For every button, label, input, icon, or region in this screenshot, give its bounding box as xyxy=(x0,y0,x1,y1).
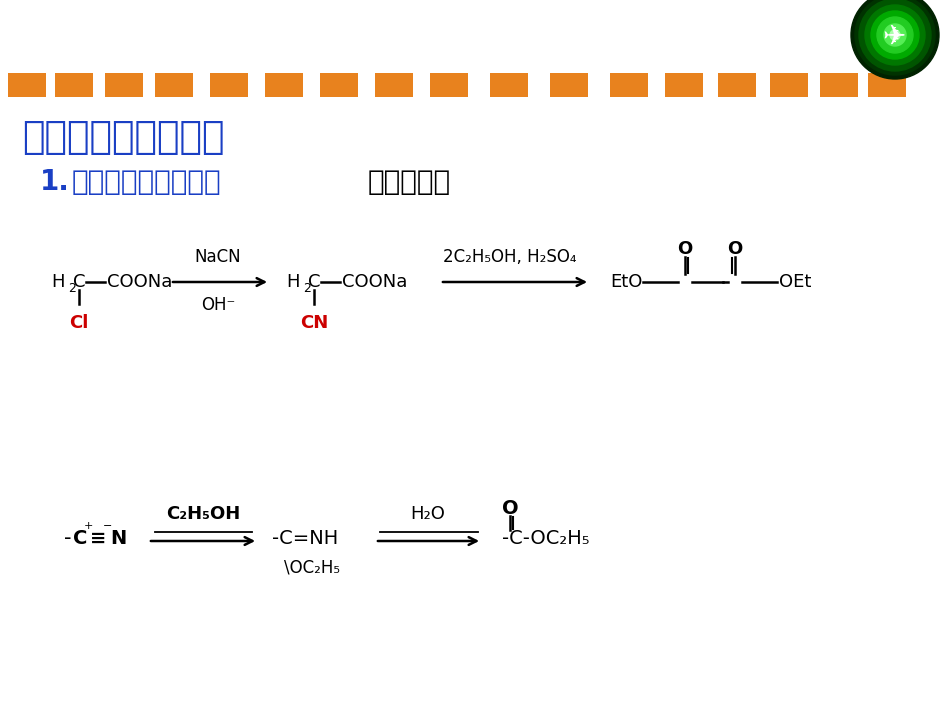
Text: 2: 2 xyxy=(303,282,311,294)
Text: COONa: COONa xyxy=(107,273,172,291)
Circle shape xyxy=(865,5,925,65)
Bar xyxy=(820,73,858,97)
Text: H₂O: H₂O xyxy=(410,505,446,523)
Text: +: + xyxy=(84,521,93,531)
Bar xyxy=(610,73,648,97)
Bar xyxy=(375,73,413,97)
Text: C: C xyxy=(308,273,320,291)
Text: C₂H₅OH: C₂H₅OH xyxy=(166,505,240,523)
Text: \OC₂H₅: \OC₂H₅ xyxy=(284,558,340,576)
Bar xyxy=(868,73,906,97)
Bar xyxy=(430,73,468,97)
Text: H: H xyxy=(51,273,65,291)
Text: 制备丙二酸二乙酯：: 制备丙二酸二乙酯： xyxy=(72,168,221,196)
Bar xyxy=(490,73,528,97)
Text: CN: CN xyxy=(300,314,328,332)
Text: -C-OC₂H₅: -C-OC₂H₅ xyxy=(502,528,590,548)
Bar xyxy=(550,73,588,97)
Text: 2C₂H₅OH, H₂SO₄: 2C₂H₅OH, H₂SO₄ xyxy=(444,248,577,266)
Bar xyxy=(718,73,756,97)
Text: O: O xyxy=(728,240,743,258)
Circle shape xyxy=(871,11,919,59)
Text: 三、丙二酸二乙酯法: 三、丙二酸二乙酯法 xyxy=(22,120,224,156)
Text: EtO: EtO xyxy=(611,273,643,291)
Bar xyxy=(210,73,248,97)
Text: OEt: OEt xyxy=(779,273,811,291)
Bar xyxy=(155,73,193,97)
Text: -: - xyxy=(65,528,72,548)
Text: C: C xyxy=(73,528,87,548)
Text: 氯乙酸合成: 氯乙酸合成 xyxy=(368,168,451,196)
Bar xyxy=(665,73,703,97)
Text: H: H xyxy=(287,273,300,291)
Text: OH⁻: OH⁻ xyxy=(200,296,236,314)
Bar xyxy=(265,73,303,97)
Text: −: − xyxy=(104,521,113,531)
Circle shape xyxy=(890,30,900,40)
Circle shape xyxy=(859,0,931,71)
Bar xyxy=(770,73,808,97)
Text: 1.: 1. xyxy=(40,168,70,196)
Text: O: O xyxy=(502,498,519,518)
Bar xyxy=(320,73,358,97)
Text: -C=NH: -C=NH xyxy=(272,528,338,548)
Text: 2: 2 xyxy=(68,282,76,294)
Text: ≡: ≡ xyxy=(90,528,106,548)
Text: O: O xyxy=(677,240,693,258)
Circle shape xyxy=(855,0,935,75)
Bar xyxy=(8,73,46,97)
Text: COONa: COONa xyxy=(342,273,408,291)
Circle shape xyxy=(851,0,939,79)
Circle shape xyxy=(884,24,906,46)
Text: Cl: Cl xyxy=(69,314,88,332)
Text: ✈: ✈ xyxy=(883,23,905,51)
Text: C: C xyxy=(73,273,86,291)
Circle shape xyxy=(877,17,913,53)
Text: NaCN: NaCN xyxy=(195,248,241,266)
Bar xyxy=(105,73,143,97)
Text: N: N xyxy=(110,528,126,548)
Bar xyxy=(55,73,93,97)
